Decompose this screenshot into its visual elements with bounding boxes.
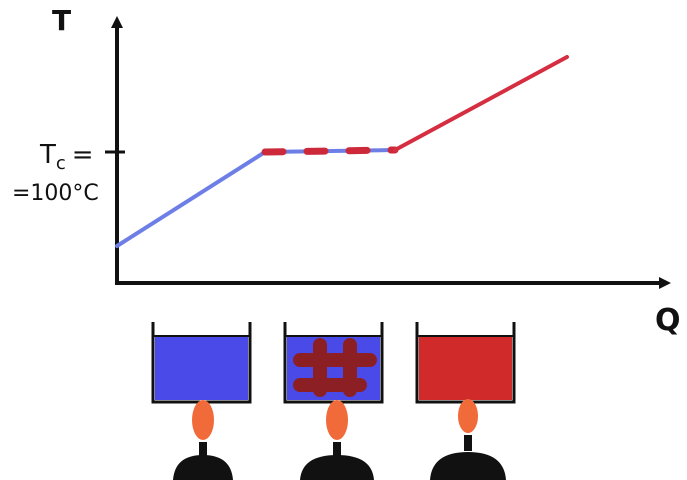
x-label: Q: [655, 303, 681, 338]
y-label: T: [52, 4, 71, 37]
flame: [192, 400, 214, 440]
nozzle: [199, 442, 207, 456]
axes: T Q Tc = =100°C: [12, 4, 681, 338]
flame: [326, 400, 348, 440]
critical-suffix: =: [72, 140, 94, 170]
burner: [300, 455, 374, 480]
nozzle: [464, 435, 472, 451]
liquid-segment: [115, 150, 267, 248]
critical-value: =100°C: [12, 181, 99, 206]
bubbles: [293, 338, 377, 397]
vapor-segment: [393, 55, 569, 152]
beaker-blue: [151, 322, 252, 404]
curve: [115, 55, 569, 248]
burner: [430, 452, 506, 480]
boiling-segment: [263, 148, 397, 154]
water: [155, 336, 248, 400]
flame: [458, 399, 478, 433]
burner: [173, 455, 233, 480]
burners: [173, 399, 506, 480]
critical-subscript: c: [56, 153, 66, 174]
beaker-mixed: [283, 322, 384, 404]
critical-symbol: T: [39, 140, 56, 170]
critical-label: Tc =: [39, 140, 94, 174]
nozzle: [333, 442, 341, 456]
vapor: [419, 336, 512, 400]
beaker-red: [415, 322, 516, 404]
